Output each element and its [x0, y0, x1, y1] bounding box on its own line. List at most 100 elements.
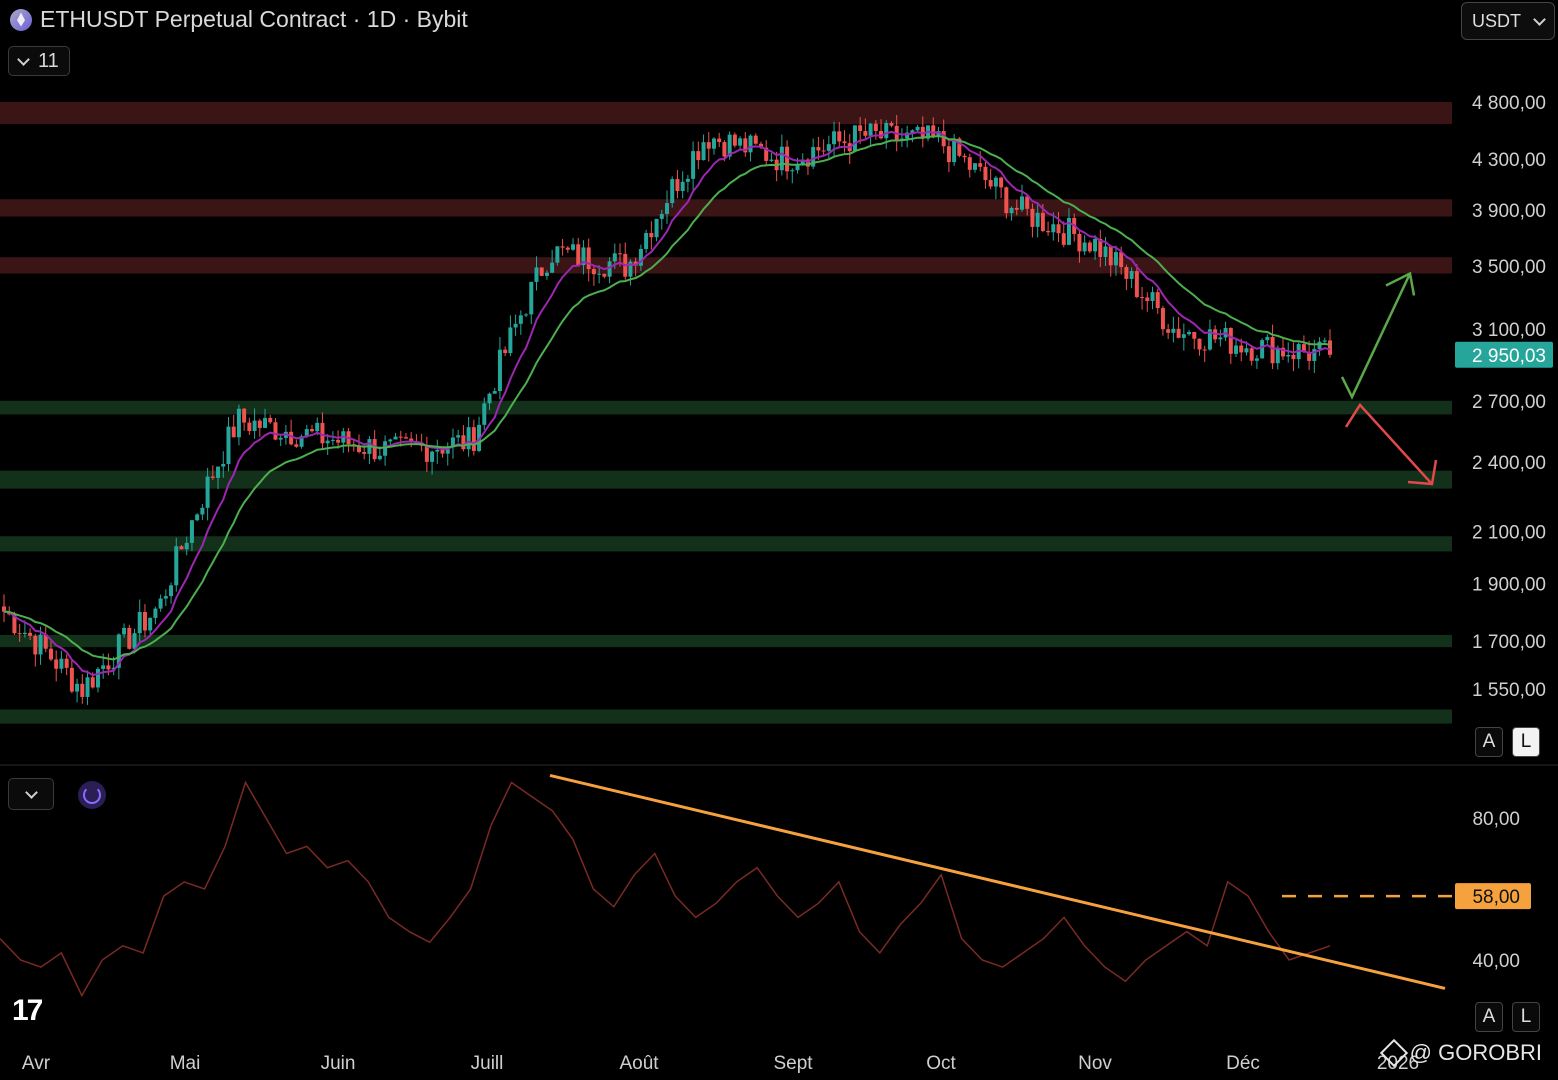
rsi-auto-scale-button[interactable]: A — [1475, 1002, 1503, 1032]
candle-body — [1046, 230, 1051, 233]
candle-body — [644, 233, 649, 249]
current-price-badge — [1455, 341, 1553, 368]
candle-body — [1234, 345, 1239, 354]
support-zone — [0, 470, 1452, 489]
candle-body — [1098, 238, 1103, 257]
resistance-zone — [0, 102, 1452, 125]
currency-select[interactable]: USDT — [1461, 2, 1555, 40]
candle-body — [1066, 217, 1071, 245]
candle-body — [513, 323, 518, 328]
candle-body — [738, 138, 743, 146]
candle-body — [1275, 347, 1280, 364]
candle-body — [1202, 349, 1207, 351]
candle-body — [1108, 246, 1113, 266]
candle-body — [257, 420, 262, 428]
candle-body — [518, 315, 523, 324]
ethereum-icon — [10, 8, 32, 31]
candle-body — [383, 441, 388, 456]
candle-body — [1035, 212, 1040, 227]
candle-body — [1239, 345, 1244, 353]
candle-body — [226, 426, 231, 464]
candle-body — [22, 632, 27, 635]
candle-body — [158, 598, 163, 609]
rsi-level-label: 58,00 — [1472, 887, 1520, 908]
candle-body — [873, 123, 878, 132]
candle-body — [978, 163, 983, 167]
candle-body — [142, 612, 147, 631]
candle-body — [576, 244, 581, 266]
candle-body — [816, 147, 821, 151]
auto-scale-button[interactable]: A — [1475, 727, 1503, 757]
indicators-toggle-button[interactable]: 11 — [8, 46, 70, 76]
candle-body — [962, 155, 967, 158]
candle-body — [524, 314, 529, 316]
candle-body — [534, 267, 539, 282]
candle-body — [1244, 348, 1249, 353]
candle-body — [54, 659, 59, 669]
candle-body — [618, 253, 623, 255]
candle-body — [1286, 354, 1291, 357]
candle-body — [137, 612, 142, 634]
candle-body — [122, 627, 127, 635]
candle-body — [1176, 328, 1181, 338]
candle-body — [1129, 271, 1134, 279]
price-tick-label: 1 700,00 — [1472, 632, 1546, 653]
candle-body — [33, 635, 38, 655]
candle-body — [1040, 212, 1045, 231]
candle-body — [1166, 329, 1171, 333]
candle-body — [654, 218, 659, 238]
candle-body — [586, 247, 591, 270]
candle-body — [1228, 327, 1233, 354]
candle-body — [1301, 344, 1306, 353]
bullish-arrowhead — [1385, 271, 1416, 296]
candle-body — [1181, 334, 1186, 338]
rsi-collapse-button[interactable] — [8, 778, 54, 810]
candle-body — [242, 408, 247, 423]
candle-body — [278, 437, 283, 440]
candle-body — [1207, 329, 1212, 350]
candle-body — [602, 273, 607, 277]
ema-layer — [3, 130, 1331, 677]
bullish-arrow — [1340, 272, 1412, 400]
candle-body — [555, 246, 560, 263]
candle-body — [127, 627, 132, 649]
currency-label: USDT — [1472, 10, 1521, 31]
candle-body — [988, 180, 993, 187]
candle-body — [941, 131, 946, 147]
candle-body — [826, 144, 831, 151]
candle-body — [1281, 347, 1286, 357]
log-scale-button[interactable]: L — [1512, 727, 1540, 757]
zones-layer — [0, 102, 1558, 766]
candle-body — [310, 429, 315, 432]
candle-body — [591, 269, 596, 275]
candle-body — [304, 429, 309, 437]
candle-body — [748, 135, 753, 153]
candle-body — [1019, 196, 1024, 210]
candle-body — [779, 146, 784, 171]
support-zone — [0, 400, 1452, 415]
candle-body — [189, 520, 194, 543]
candle-body — [205, 476, 210, 508]
candle-body — [1113, 252, 1118, 266]
candle-body — [85, 677, 90, 697]
candle-body — [957, 138, 962, 156]
candle-body — [1140, 297, 1145, 299]
candle-body — [842, 141, 847, 144]
candle-body — [1087, 242, 1092, 252]
rsi-level-badge — [1455, 883, 1531, 910]
symbol-title[interactable]: ETHUSDT Perpetual Contract · 1D · Bybit — [40, 6, 468, 32]
candle-body — [2, 606, 6, 612]
resistance-zone — [0, 257, 1452, 274]
candle-body — [790, 170, 795, 172]
candle-body — [1328, 340, 1332, 355]
chevron-down-icon — [24, 785, 38, 799]
candle-body — [727, 134, 732, 157]
candle-body — [1155, 292, 1160, 309]
candle-body — [330, 439, 335, 441]
candle-body — [90, 677, 95, 688]
rsi-log-scale-button[interactable]: L — [1512, 1002, 1540, 1032]
candle-body — [884, 122, 889, 139]
sync-icon[interactable] — [78, 781, 106, 809]
candle-body — [1187, 331, 1192, 335]
